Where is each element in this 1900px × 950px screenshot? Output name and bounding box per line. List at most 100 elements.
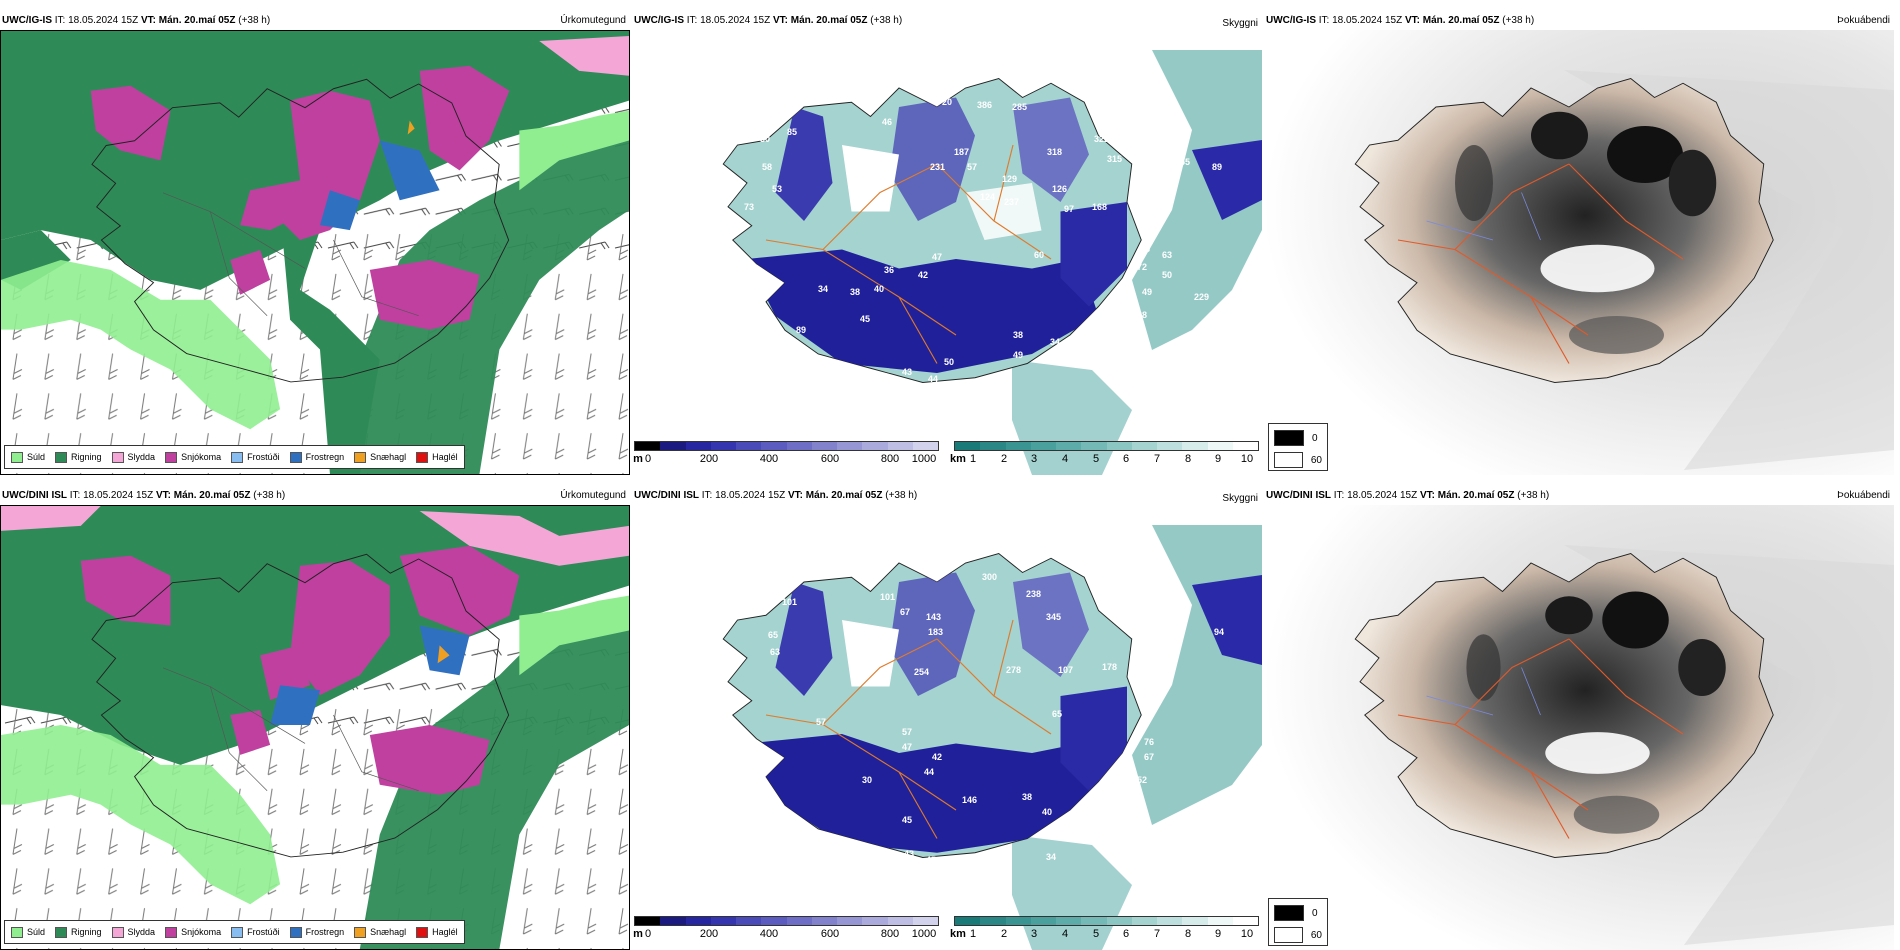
cloud-label: 23 [918,865,928,875]
legend-swatch [11,451,23,463]
cloud-label: 168 [1092,202,1107,212]
cloud-label: 58 [762,162,772,172]
cloud-map[interactable]: 265 282 179 216 270 101 65 63 101 67 300… [632,505,1262,950]
cloud-label: 126 [1052,184,1067,194]
colorbar-tick: 400 [759,928,779,940]
cloud-base-labels: 373 25 285 81 85 30 58 53 73 46 20 386 2… [704,77,1222,422]
cloud-label: 28 [1137,310,1147,320]
legend-swatch [416,926,429,938]
cloud-label: 40 [874,284,884,294]
cloud-label: 53 [772,184,782,194]
visibility-colorbar: km 1 2 3 4 5 6 7 8 9 10 [950,441,1259,471]
cloud-label: 143 [926,612,941,622]
cloud-panel-top: UWC/IG-IS IT: 18.05.2024 15Z VT: Mán. 20… [632,10,1262,475]
colorbar-strip [634,916,939,926]
precip-map[interactable] [0,505,630,950]
cloud-label: 40 [1042,807,1052,817]
cloud-label: 65 [1052,709,1062,719]
cloud-label: 139 [1140,97,1155,107]
cloud-label: 45 [902,815,912,825]
cloud-label: 373 [720,92,735,102]
cloud-label: 124 [980,192,995,202]
cloud-label: 300 [982,572,997,582]
cloud-label: 44 [928,374,938,384]
colorbar-tick: 8 [1184,928,1192,940]
legend-swatch [111,926,124,938]
cloud-label: 107 [1058,665,1073,675]
cloud-map[interactable]: 373 25 285 81 85 30 58 53 73 46 20 386 2… [632,30,1262,475]
fog-map[interactable] [1264,30,1894,475]
cloud-label: 42 [932,752,942,762]
cloud-label: 50 [1162,270,1172,280]
cloud-label: 26 [906,902,916,912]
cloud-label: 63 [770,647,780,657]
cloud-label: 55 [1180,157,1190,167]
cloud-label: 229 [1194,292,1209,302]
field-name: Úrkomutegund [560,15,626,26]
colorbar-tick: 2 [1000,928,1008,940]
cloud-label: 322 [1094,134,1109,144]
cloud-label: 63 [1162,250,1172,260]
cloud-label: 101 [880,592,895,602]
colorbar-tick: 9 [1214,453,1222,465]
cloud-label: 178 [1102,662,1117,672]
cloud-label: 386 [977,100,992,110]
colorbar-tick: 0 [644,453,652,465]
cloud-label: 179 [744,562,759,572]
colorbar-tick: 10 [1240,928,1254,940]
cloud-label: 43 [904,849,914,859]
colorbar-unit: m [633,453,643,465]
fog-map[interactable] [1264,505,1894,950]
legend-item: 60 [1274,927,1322,943]
cloud-label: 34 [1050,337,1060,347]
cloud-label: 85 [787,127,797,137]
colorbar-tick: 4 [1061,928,1069,940]
colorbar-tick: 5 [1092,928,1100,940]
cloud-label: 345 [1046,612,1061,622]
field-name: Skyggni [1222,18,1258,29]
fog-panel-bottom: UWC/DINI ISL IT: 18.05.2024 15Z VT: Mán.… [1264,485,1894,950]
colorbar-tick: 3 [1030,928,1038,940]
legend-item: Súld [11,451,45,463]
cloud-label: 254 [914,667,929,677]
colorbar-unit: km [950,928,966,940]
colorbar-tick: 1 [969,453,977,465]
cloud-label: 47 [932,252,942,262]
legend-swatch [1274,927,1303,943]
fog-panel-top: UWC/IG-IS IT: 18.05.2024 15Z VT: Mán. 20… [1264,10,1894,475]
colorbar-tick: 0 [644,928,652,940]
cloud-label: 315 [1107,154,1122,164]
field-name: Þokuábendi [1837,15,1890,26]
cloud-label: 67 [1144,752,1154,762]
legend-swatch [111,451,124,463]
colorbar-tick: 8 [1184,453,1192,465]
legend-swatch [231,451,244,463]
legend-item: Snjókoma [165,926,221,938]
cloud-label: 131 [1142,595,1157,605]
cloud-label: 50 [904,394,914,404]
legend-item: 0 [1274,905,1322,921]
legend-item: Frostúði [231,451,280,463]
precip-map[interactable] [0,30,630,475]
legend-item: Haglél [416,451,458,463]
panel-title: UWC/IG-IS IT: 18.05.2024 15Z VT: Mán. 20… [634,15,903,26]
colorbar-tick: 6 [1122,928,1130,940]
legend-swatch [231,926,244,938]
cloud-label: 162 [1102,77,1117,87]
cloud-label: 44 [992,859,1002,869]
cloud-label: 30 [862,775,872,785]
colorbar-tick: 200 [699,453,719,465]
colorbar-tick: 800 [880,453,900,465]
colorbar-strip [634,441,939,451]
cloud-label: 34 [1046,852,1056,862]
field-name: Úrkomutegund [560,490,626,501]
legend-item: Slydda [111,926,155,938]
cloud-label: 25 [704,122,714,132]
cloud-label: 38 [1013,330,1023,340]
cloud-label: 89 [1212,162,1222,172]
panel-title: UWC/IG-IS IT: 18.05.2024 15Z VT: Mán. 20… [2,15,271,26]
legend-item: 60 [1274,452,1322,468]
legend-item: Snæhagl [354,451,406,463]
cloud-label: 45 [860,314,870,324]
cloud-label: 52 [1137,775,1147,785]
